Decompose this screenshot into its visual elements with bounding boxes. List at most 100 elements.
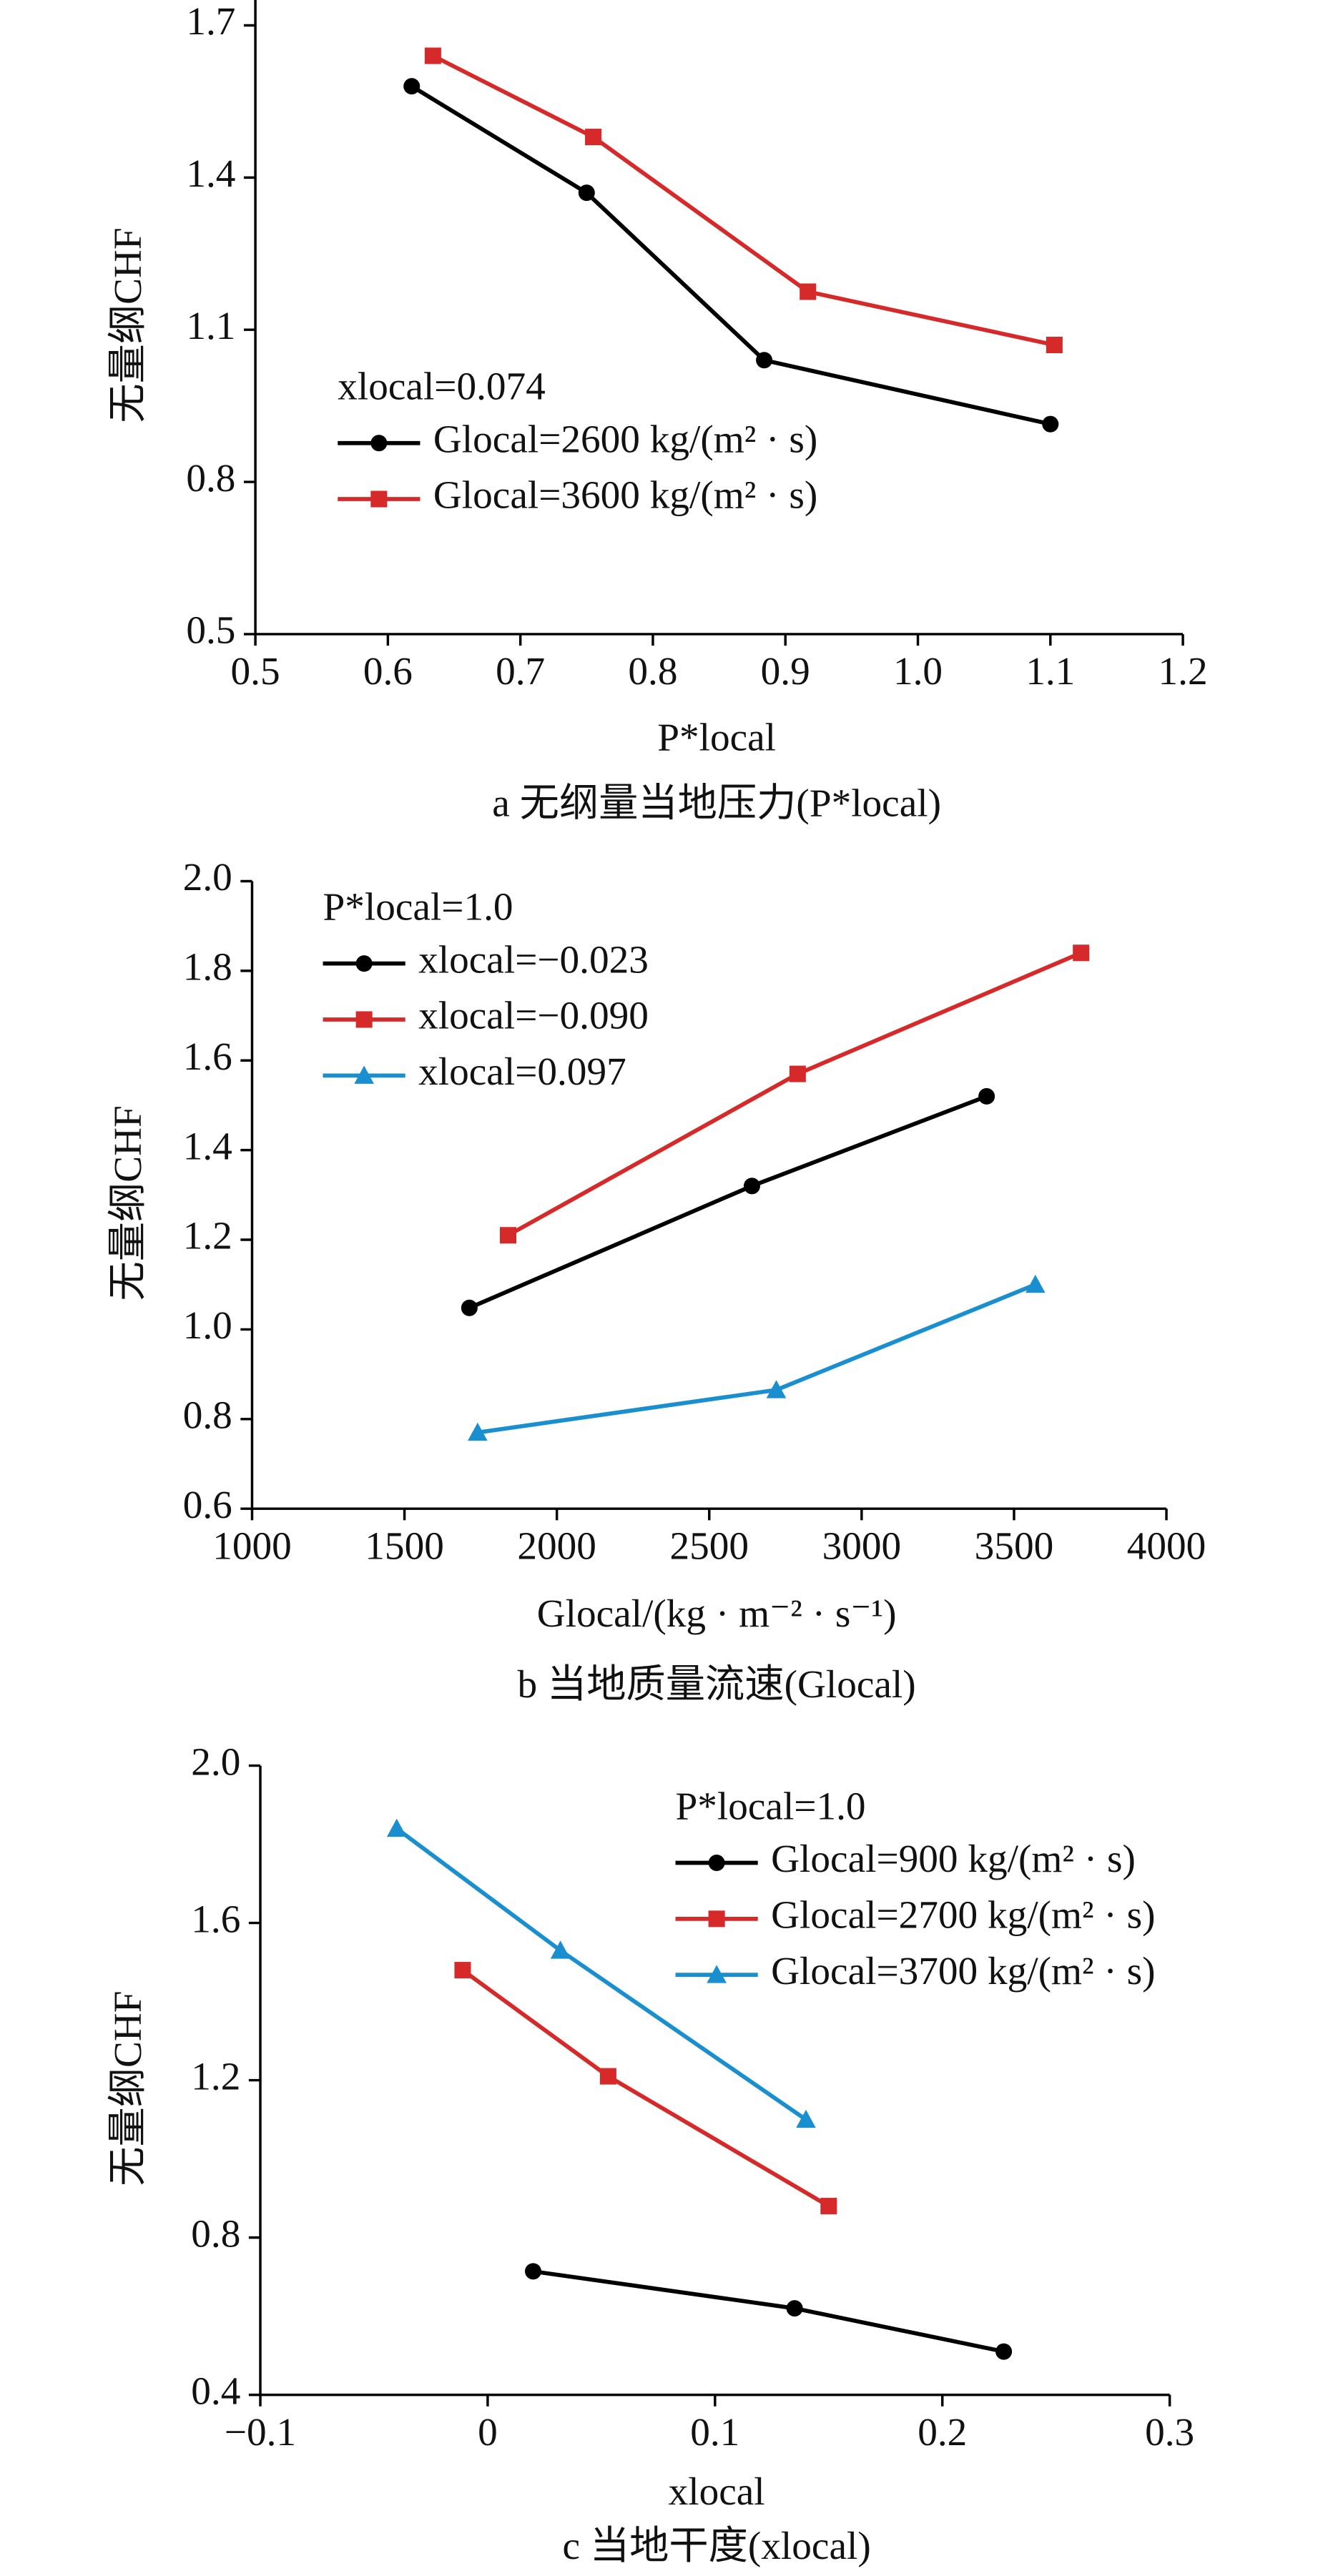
series-line — [432, 54, 1055, 347]
legend-title: P*local=1.0 — [676, 1784, 866, 1827]
x-tick-label: 2500 — [669, 1524, 749, 1567]
y-tick-label: 1.2 — [183, 1214, 232, 1258]
marker — [1046, 336, 1063, 354]
legend-marker — [355, 955, 373, 972]
marker — [499, 1227, 516, 1244]
x-tick-label: 4000 — [1127, 1524, 1206, 1567]
y-axis-label: 无量纲CHF — [106, 1105, 149, 1301]
y-tick-label: 1.0 — [183, 1303, 232, 1347]
x-axis-label: Glocal/(kg · m⁻² · s⁻¹) — [537, 1592, 897, 1635]
x-tick-label: 0.9 — [761, 649, 810, 693]
marker — [766, 1380, 787, 1398]
marker — [585, 129, 602, 146]
y-tick-label: 1.8 — [183, 945, 232, 989]
x-tick-label: 0.2 — [918, 2410, 967, 2454]
y-tick-label: 1.6 — [183, 1035, 232, 1078]
x-tick-label: 1000 — [212, 1524, 292, 1567]
marker — [403, 78, 421, 95]
marker — [454, 1962, 471, 1979]
x-tick-label: 3500 — [975, 1524, 1054, 1567]
legend-label: Glocal=2700 kg/(m² · s) — [771, 1893, 1155, 1937]
x-tick-label: 0 — [478, 2410, 498, 2454]
x-tick-label: −0.1 — [225, 2410, 296, 2454]
series-line — [533, 2269, 1005, 2354]
series-line — [468, 1094, 988, 1310]
legend-title: xlocal=0.074 — [338, 365, 546, 408]
legend-label: Glocal=2600 kg/(m² · s) — [433, 417, 817, 460]
legend-marker — [355, 1011, 373, 1028]
legend-label: Glocal=900 kg/(m² · s) — [771, 1837, 1136, 1880]
legend-label: xlocal=−0.090 — [418, 994, 649, 1037]
y-axis-label: 无量纲CHF — [106, 1990, 149, 2186]
y-tick-label: 0.8 — [183, 1393, 232, 1436]
y-tick-label: 1.6 — [191, 1897, 240, 1940]
x-tick-label: 0.8 — [628, 649, 677, 693]
y-tick-label: 1.4 — [183, 1124, 232, 1168]
y-tick-label: 0.8 — [186, 456, 235, 500]
y-tick-label: 2.0 — [191, 1739, 240, 1783]
x-tick-label: 1.2 — [1159, 649, 1208, 693]
x-tick-label: 1.1 — [1026, 649, 1075, 693]
marker — [786, 2300, 803, 2317]
marker — [599, 2068, 616, 2085]
y-tick-label: 2.0 — [183, 855, 232, 899]
series-line — [461, 1968, 830, 2209]
marker — [820, 2198, 837, 2215]
x-tick-label: 0.5 — [231, 649, 280, 693]
marker — [800, 283, 817, 300]
marker — [468, 1422, 488, 1441]
marker — [1042, 415, 1059, 433]
marker — [995, 2343, 1013, 2360]
legend-title: P*local=1.0 — [323, 885, 513, 929]
x-axis-label: xlocal — [669, 2469, 765, 2513]
x-tick-label: 1500 — [365, 1524, 444, 1567]
legend-marker — [707, 1965, 727, 1983]
x-tick-label: 0.3 — [1145, 2410, 1194, 2454]
legend-marker — [708, 1910, 725, 1928]
x-tick-label: 1.0 — [893, 649, 943, 693]
x-tick-label: 0.6 — [363, 649, 413, 693]
marker — [796, 2109, 816, 2128]
y-tick-label: 1.4 — [186, 152, 235, 195]
marker — [524, 2263, 542, 2280]
y-tick-label: 0.6 — [183, 1483, 232, 1526]
marker — [743, 1178, 760, 1195]
marker — [424, 47, 441, 64]
marker — [978, 1087, 995, 1105]
y-tick-label: 1.1 — [186, 304, 235, 347]
x-tick-label: 0.7 — [496, 649, 545, 693]
legend-label: Glocal=3700 kg/(m² · s) — [771, 1949, 1155, 1993]
series-line — [477, 1283, 1036, 1435]
caption: c 当地干度(xlocal) — [562, 2524, 870, 2567]
marker — [550, 1940, 571, 1959]
marker — [386, 1818, 407, 1837]
caption: a 无纲量当地压力(P*local) — [492, 781, 941, 825]
legend-label: xlocal=0.097 — [418, 1050, 626, 1093]
series-line — [410, 84, 1051, 426]
legend-marker — [708, 1854, 725, 1872]
x-tick-label: 3000 — [822, 1524, 902, 1567]
y-tick-label: 1.7 — [186, 0, 235, 43]
marker — [461, 1299, 478, 1316]
y-tick-label: 0.5 — [186, 608, 235, 652]
legend-marker — [354, 1065, 374, 1084]
legend-marker — [370, 435, 388, 452]
x-tick-label: 2000 — [517, 1524, 596, 1567]
caption: b 当地质量流速(Glocal) — [518, 1662, 916, 1706]
legend-label: xlocal=−0.023 — [418, 937, 649, 981]
marker — [789, 1065, 806, 1082]
legend-marker — [370, 490, 388, 508]
marker — [578, 184, 595, 202]
y-axis-label: 无量纲CHF — [106, 227, 149, 423]
marker — [1025, 1274, 1046, 1293]
marker — [756, 352, 773, 369]
marker — [1073, 944, 1090, 962]
x-axis-label: P*local — [657, 715, 776, 759]
x-tick-label: 0.1 — [690, 2410, 739, 2454]
y-tick-label: 0.8 — [191, 2211, 240, 2255]
y-tick-label: 1.2 — [191, 2054, 240, 2098]
y-tick-label: 0.4 — [191, 2369, 240, 2412]
legend-label: Glocal=3600 kg/(m² · s) — [433, 473, 817, 517]
